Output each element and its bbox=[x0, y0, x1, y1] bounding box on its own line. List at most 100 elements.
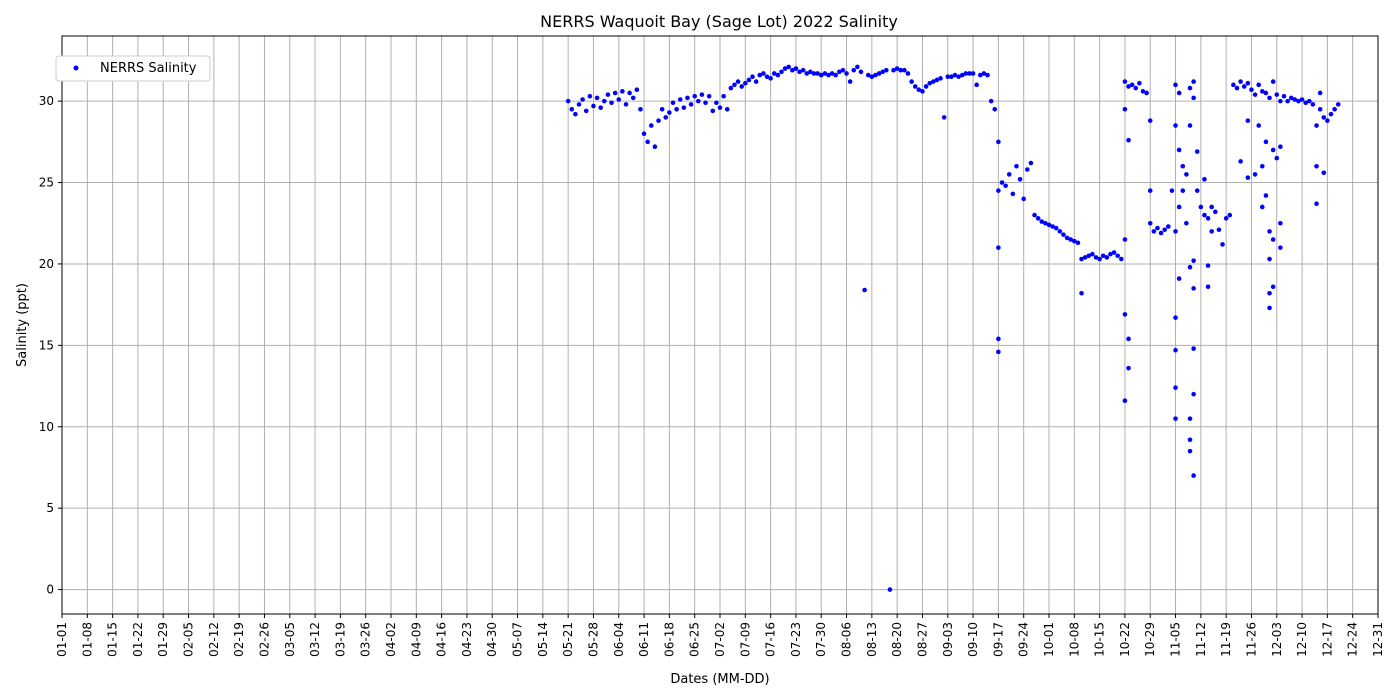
data-point bbox=[1039, 219, 1045, 224]
data-point bbox=[627, 90, 632, 96]
data-point bbox=[587, 93, 593, 99]
data-point bbox=[1274, 92, 1280, 97]
data-point bbox=[1137, 80, 1142, 86]
data-point bbox=[623, 102, 629, 107]
x-tick-label: 10-29 bbox=[1143, 622, 1157, 657]
data-point bbox=[771, 71, 777, 76]
data-point bbox=[1173, 123, 1178, 128]
legend-box bbox=[55, 55, 211, 82]
y-tick-label: 25 bbox=[39, 176, 54, 190]
data-point bbox=[743, 80, 748, 86]
data-point bbox=[1147, 220, 1153, 226]
data-point bbox=[840, 67, 846, 73]
data-point bbox=[999, 180, 1005, 185]
data-point bbox=[699, 92, 705, 97]
data-point bbox=[974, 82, 979, 88]
x-tick-label: 11-19 bbox=[1219, 622, 1233, 657]
data-point bbox=[1281, 93, 1287, 99]
data-point bbox=[793, 66, 799, 71]
x-tick-label: 07-09 bbox=[738, 622, 752, 657]
data-point bbox=[905, 71, 911, 76]
data-point bbox=[1014, 163, 1019, 169]
data-point bbox=[941, 115, 947, 120]
x-tick-label: 05-07 bbox=[511, 622, 525, 657]
data-point bbox=[659, 106, 665, 112]
data-point bbox=[1122, 106, 1128, 112]
data-point bbox=[996, 188, 1001, 193]
data-point bbox=[1260, 89, 1265, 94]
data-point bbox=[1119, 256, 1124, 262]
x-tick-label: 01-22 bbox=[131, 622, 145, 657]
x-tick-label: 03-05 bbox=[283, 622, 297, 657]
data-point bbox=[985, 72, 990, 78]
data-point bbox=[811, 71, 817, 76]
y-tick-label: 15 bbox=[39, 338, 54, 352]
y-axis-ticks: 0 5 10 15 20 25 30 bbox=[39, 94, 62, 597]
data-point bbox=[782, 66, 788, 71]
data-point bbox=[768, 76, 773, 81]
data-point bbox=[1176, 276, 1182, 281]
data-point bbox=[1180, 188, 1186, 193]
data-point bbox=[1133, 85, 1139, 91]
x-tick-label: 08-27 bbox=[915, 622, 929, 657]
data-point bbox=[786, 64, 791, 70]
data-point bbox=[967, 71, 972, 76]
data-point bbox=[945, 74, 951, 80]
data-point bbox=[1140, 89, 1146, 94]
x-tick-label: 07-16 bbox=[764, 622, 778, 657]
data-point bbox=[1227, 212, 1233, 218]
x-tick-label: 02-12 bbox=[207, 622, 221, 657]
data-point bbox=[1173, 416, 1178, 421]
y-tick-label: 10 bbox=[39, 420, 54, 434]
data-point bbox=[1180, 163, 1186, 169]
data-point bbox=[652, 144, 658, 150]
data-point bbox=[894, 66, 900, 71]
data-point bbox=[996, 139, 1001, 145]
data-point bbox=[706, 93, 712, 99]
data-point bbox=[605, 92, 611, 97]
data-point bbox=[1245, 118, 1251, 123]
data-point bbox=[1111, 250, 1117, 255]
data-point bbox=[804, 71, 810, 76]
data-point bbox=[837, 69, 842, 75]
data-point bbox=[1050, 224, 1055, 229]
data-point bbox=[822, 71, 828, 76]
data-point bbox=[1035, 216, 1041, 221]
data-point bbox=[1263, 90, 1269, 96]
data-point bbox=[750, 74, 755, 80]
data-point bbox=[1173, 385, 1178, 390]
x-tick-label: 12-03 bbox=[1270, 622, 1284, 657]
data-point bbox=[992, 106, 998, 112]
data-point bbox=[865, 72, 871, 78]
data-point bbox=[746, 77, 752, 83]
data-point bbox=[569, 106, 575, 112]
data-point bbox=[1068, 237, 1073, 242]
legend: NERRS Salinity bbox=[55, 55, 211, 82]
x-tick-label: 01-29 bbox=[156, 622, 170, 657]
x-tick-label: 10-22 bbox=[1118, 622, 1132, 657]
data-point bbox=[1108, 251, 1113, 257]
x-tick-label: 12-31 bbox=[1371, 622, 1385, 657]
data-point bbox=[1321, 170, 1327, 176]
data-point bbox=[1122, 398, 1128, 404]
x-tick-label: 06-25 bbox=[688, 622, 702, 657]
x-axis-title: Dates (MM-DD) bbox=[670, 672, 769, 687]
data-point bbox=[1296, 98, 1301, 104]
data-point bbox=[1184, 172, 1189, 177]
data-point bbox=[1202, 212, 1207, 218]
data-point bbox=[714, 100, 719, 106]
data-point bbox=[1187, 85, 1193, 91]
data-point bbox=[724, 106, 730, 112]
x-tick-label: 10-15 bbox=[1093, 622, 1107, 657]
data-point bbox=[1053, 225, 1059, 231]
x-tick-label: 08-06 bbox=[840, 622, 854, 657]
data-point bbox=[938, 76, 943, 81]
data-point bbox=[858, 69, 864, 75]
data-point bbox=[855, 64, 860, 70]
data-point bbox=[1310, 102, 1316, 107]
data-point bbox=[844, 71, 849, 76]
data-point bbox=[1205, 284, 1211, 290]
data-point bbox=[1292, 97, 1298, 102]
data-point bbox=[1147, 118, 1153, 123]
data-point bbox=[1191, 258, 1196, 263]
